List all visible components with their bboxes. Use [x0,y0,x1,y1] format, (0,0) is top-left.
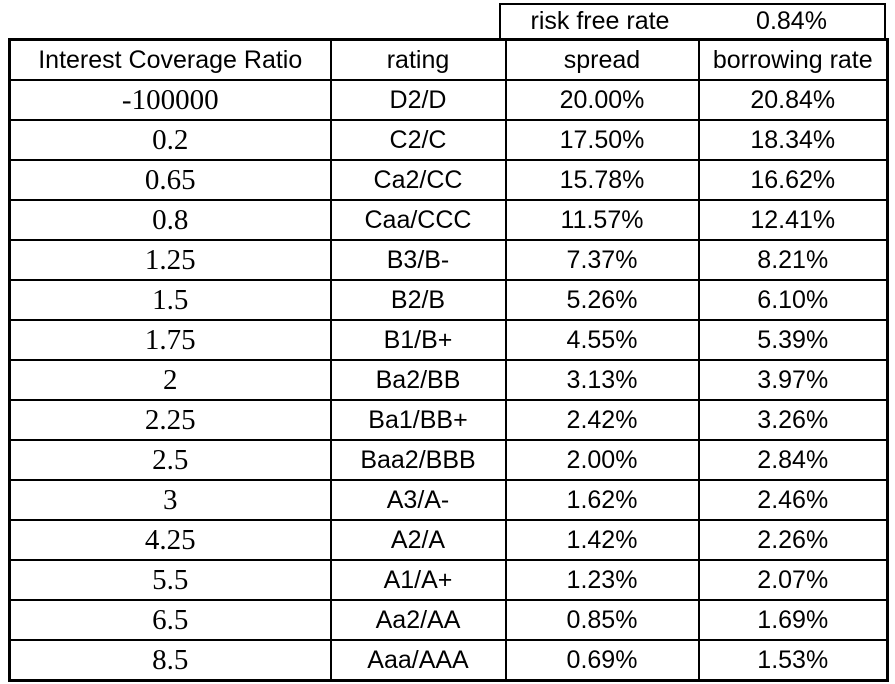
table-header-row: Interest Coverage Ratio rating spread bo… [8,38,889,81]
column-header-borrowing-rate: borrowing rate [697,38,889,81]
cell-interest-coverage-ratio: 1.5 [8,279,332,321]
risk-free-rate-box: risk free rate 0.84% [499,3,886,38]
cell-interest-coverage-ratio: 0.65 [8,159,332,201]
cell-interest-coverage-ratio: 3 [8,479,332,521]
interest-coverage-table: Interest Coverage Ratio rating spread bo… [8,38,889,682]
cell-borrowing-rate: 8.21% [697,239,889,281]
risk-free-rate-label: risk free rate [530,7,670,35]
cell-rating: A3/A- [329,479,507,521]
cell-borrowing-rate: 2.07% [697,559,889,601]
cell-spread: 1.42% [504,519,700,561]
cell-rating: B3/B- [329,239,507,281]
cell-spread: 2.42% [504,399,700,441]
cell-spread: 1.62% [504,479,700,521]
table-row: 0.65 Ca2/CC 15.78% 16.62% [8,159,889,201]
cell-borrowing-rate: 2.84% [697,439,889,481]
table-row: 1.25 B3/B- 7.37% 8.21% [8,239,889,281]
table-row: 2.5 Baa2/BBB 2.00% 2.84% [8,439,889,481]
table-row: 0.2 C2/C 17.50% 18.34% [8,119,889,161]
cell-rating: Caa/CCC [329,199,507,241]
cell-spread: 20.00% [504,79,700,121]
cell-interest-coverage-ratio: 2.25 [8,399,332,441]
cell-borrowing-rate: 2.46% [697,479,889,521]
cell-borrowing-rate: 1.69% [697,599,889,641]
cell-rating: A2/A [329,519,507,561]
cell-spread: 11.57% [504,199,700,241]
cell-spread: 7.37% [504,239,700,281]
cell-rating: Baa2/BBB [329,439,507,481]
cell-rating: D2/D [329,79,507,121]
cell-interest-coverage-ratio: 6.5 [8,599,332,641]
cell-rating: Ba2/BB [329,359,507,401]
risk-free-rate-value: 0.84% [756,7,827,35]
cell-borrowing-rate: 12.41% [697,199,889,241]
table-row: 4.25 A2/A 1.42% 2.26% [8,519,889,561]
column-header-interest-coverage-ratio: Interest Coverage Ratio [8,38,332,81]
cell-interest-coverage-ratio: 1.75 [8,319,332,361]
cell-rating: Ba1/BB+ [329,399,507,441]
table-row: 2 Ba2/BB 3.13% 3.97% [8,359,889,401]
table-body: -100000 D2/D 20.00% 20.84% 0.2 C2/C 17.50% 18.3… [8,79,889,682]
cell-spread: 2.00% [504,439,700,481]
cell-borrowing-rate: 3.26% [697,399,889,441]
cell-borrowing-rate: 3.97% [697,359,889,401]
cell-borrowing-rate: 6.10% [697,279,889,321]
table-row: 2.25 Ba1/BB+ 2.42% 3.26% [8,399,889,441]
cell-spread: 0.85% [504,599,700,641]
table-row: 1.75 B1/B+ 4.55% 5.39% [8,319,889,361]
cell-rating: Aa2/AA [329,599,507,641]
table-row: -100000 D2/D 20.00% 20.84% [8,79,889,121]
cell-borrowing-rate: 20.84% [697,79,889,121]
cell-spread: 0.69% [504,639,700,682]
cell-interest-coverage-ratio: 5.5 [8,559,332,601]
cell-spread: 5.26% [504,279,700,321]
cell-spread: 4.55% [504,319,700,361]
cell-rating: Ca2/CC [329,159,507,201]
cell-interest-coverage-ratio: 2 [8,359,332,401]
cell-borrowing-rate: 5.39% [697,319,889,361]
cell-spread: 3.13% [504,359,700,401]
cell-rating: B2/B [329,279,507,321]
table-row: 5.5 A1/A+ 1.23% 2.07% [8,559,889,601]
cell-spread: 17.50% [504,119,700,161]
cell-interest-coverage-ratio: -100000 [8,79,332,121]
cell-borrowing-rate: 2.26% [697,519,889,561]
cell-spread: 1.23% [504,559,700,601]
table-row: 1.5 B2/B 5.26% 6.10% [8,279,889,321]
cell-spread: 15.78% [504,159,700,201]
column-header-rating: rating [329,38,507,81]
table-row: 0.8 Caa/CCC 11.57% 12.41% [8,199,889,241]
cell-borrowing-rate: 18.34% [697,119,889,161]
cell-rating: B1/B+ [329,319,507,361]
table-row: 3 A3/A- 1.62% 2.46% [8,479,889,521]
cell-interest-coverage-ratio: 4.25 [8,519,332,561]
cell-interest-coverage-ratio: 0.8 [8,199,332,241]
table-row: 8.5 Aaa/AAA 0.69% 1.53% [8,639,889,682]
cell-rating: C2/C [329,119,507,161]
cell-interest-coverage-ratio: 2.5 [8,439,332,481]
cell-borrowing-rate: 16.62% [697,159,889,201]
cell-rating: Aaa/AAA [329,639,507,682]
table-row: 6.5 Aa2/AA 0.85% 1.69% [8,599,889,641]
cell-borrowing-rate: 1.53% [697,639,889,682]
cell-interest-coverage-ratio: 0.2 [8,119,332,161]
cell-rating: A1/A+ [329,559,507,601]
cell-interest-coverage-ratio: 8.5 [8,639,332,682]
cell-interest-coverage-ratio: 1.25 [8,239,332,281]
column-header-spread: spread [504,38,700,81]
